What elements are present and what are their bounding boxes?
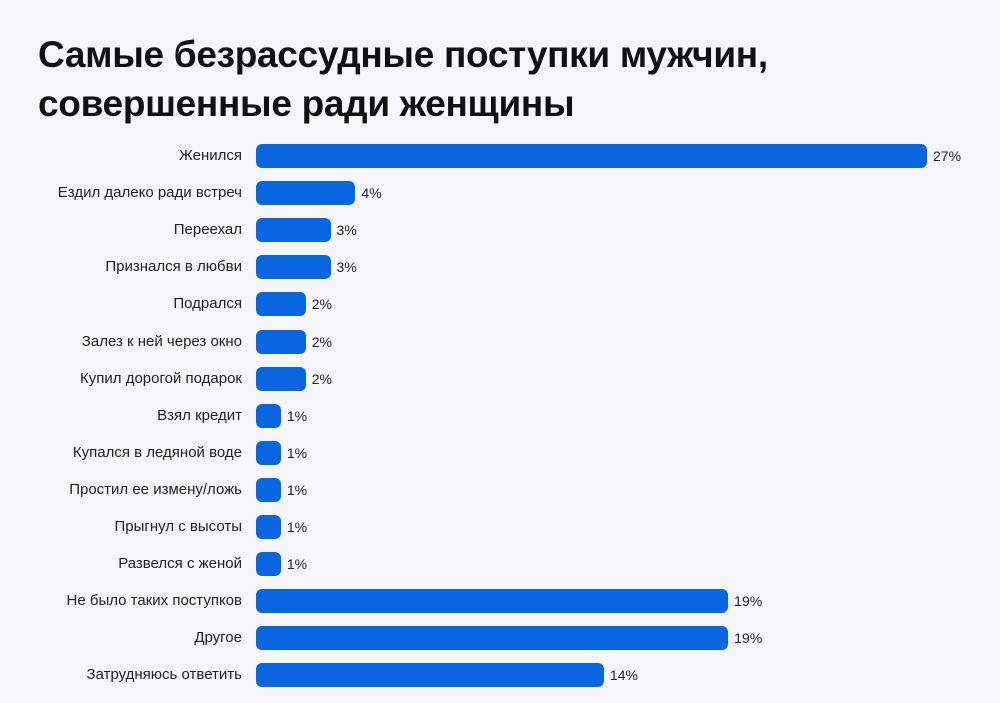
bar [256, 330, 306, 354]
bar [256, 367, 306, 391]
category-label: Затрудняюсь ответить [86, 666, 242, 683]
bar-row: Купил дорогой подарок 2% [0, 365, 1000, 393]
bar [256, 589, 729, 613]
chart-title: Самые безрассудные поступки мужчин, сове… [38, 30, 768, 128]
bar [256, 404, 281, 428]
bar-row: Развелся с женой 1% [0, 550, 1000, 578]
bar [256, 626, 729, 650]
value-label: 3% [336, 222, 357, 238]
value-label: 1% [286, 519, 308, 535]
category-label: Простил ее измену/ложь [69, 481, 242, 498]
category-label: Женился [178, 147, 242, 164]
bar [256, 292, 306, 316]
bar-row: Купался в ледяной воде 1% [0, 439, 1000, 467]
bar-row: Затрудняюсь ответить 14% [0, 661, 1000, 689]
category-label: Подрался [173, 295, 242, 312]
value-label: 2% [311, 371, 332, 387]
value-label: 14% [609, 667, 638, 683]
bar-row: Подрался 2% [0, 290, 1000, 318]
value-label: 4% [361, 185, 382, 201]
bar [256, 663, 604, 687]
chart-title-line-1: Самые безрассудные поступки мужчин, [38, 34, 768, 75]
bar [256, 552, 281, 576]
value-label: 1% [286, 445, 308, 461]
category-label: Не было таких поступков [66, 592, 242, 609]
bar [256, 181, 356, 205]
category-label: Купался в ледяной воде [72, 444, 242, 461]
value-label: 2% [311, 334, 332, 350]
value-label: 2% [311, 296, 332, 312]
category-label: Прыгнул с высоты [114, 518, 243, 535]
bar-row: Не было таких поступков 19% [0, 587, 1000, 615]
category-label: Развелся с женой [118, 555, 242, 572]
category-label: Купил дорогой подарок [80, 370, 242, 387]
bar [256, 478, 281, 502]
bar-row: Признался в любви 3% [0, 253, 1000, 281]
category-label: Залез к ней через окно [81, 333, 242, 350]
value-label: 3% [336, 259, 357, 275]
value-label: 27% [933, 148, 962, 164]
value-label: 1% [286, 556, 308, 572]
bar [256, 218, 331, 242]
category-label: Другое [194, 629, 242, 646]
bar [256, 255, 331, 279]
category-label: Взял кредит [157, 407, 242, 424]
bar [256, 441, 281, 465]
bar-row: Взял кредит 1% [0, 402, 1000, 430]
value-label: 1% [286, 408, 308, 424]
bar-row: Прыгнул с высоты 1% [0, 513, 1000, 541]
bar-row: Переехал 3% [0, 216, 1000, 244]
category-label: Ездил далеко ради встреч [57, 184, 242, 201]
bar [256, 144, 927, 168]
bar-row: Простил ее измену/ложь 1% [0, 476, 1000, 504]
bar [256, 515, 281, 539]
bar-row: Другое 19% [0, 624, 1000, 652]
bar-row: Женился 27% [0, 142, 1000, 170]
chart-title-line-2: совершенные ради женщины [38, 83, 575, 124]
bar-row: Залез к ней через окно 2% [0, 328, 1000, 356]
bar-row: Ездил далеко ради встреч 4% [0, 179, 1000, 207]
value-label: 19% [734, 593, 763, 609]
value-label: 19% [734, 630, 763, 646]
category-label: Переехал [173, 221, 242, 238]
value-label: 1% [286, 482, 308, 498]
category-label: Признался в любви [105, 258, 242, 275]
